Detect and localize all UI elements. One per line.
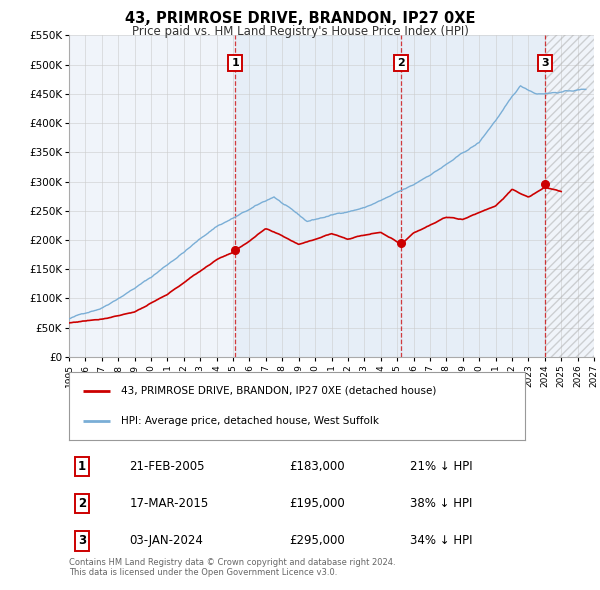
Text: £295,000: £295,000 xyxy=(290,534,345,548)
Text: 03-JAN-2024: 03-JAN-2024 xyxy=(130,534,203,548)
Text: 2: 2 xyxy=(397,58,404,68)
Text: This data is licensed under the Open Government Licence v3.0.: This data is licensed under the Open Gov… xyxy=(69,568,337,576)
Bar xyxy=(401,35,545,357)
Text: 3: 3 xyxy=(541,58,549,68)
Bar xyxy=(235,35,401,357)
Text: Price paid vs. HM Land Registry's House Price Index (HPI): Price paid vs. HM Land Registry's House … xyxy=(131,25,469,38)
Bar xyxy=(545,35,594,357)
Text: 2: 2 xyxy=(78,497,86,510)
Text: 34% ↓ HPI: 34% ↓ HPI xyxy=(410,534,473,548)
Text: 1: 1 xyxy=(78,460,86,473)
Text: 38% ↓ HPI: 38% ↓ HPI xyxy=(410,497,473,510)
Text: £195,000: £195,000 xyxy=(290,497,345,510)
Text: 21% ↓ HPI: 21% ↓ HPI xyxy=(410,460,473,473)
Text: 17-MAR-2015: 17-MAR-2015 xyxy=(130,497,209,510)
Text: 21-FEB-2005: 21-FEB-2005 xyxy=(130,460,205,473)
Bar xyxy=(545,35,594,357)
Text: 43, PRIMROSE DRIVE, BRANDON, IP27 0XE (detached house): 43, PRIMROSE DRIVE, BRANDON, IP27 0XE (d… xyxy=(121,386,437,396)
Text: Contains HM Land Registry data © Crown copyright and database right 2024.: Contains HM Land Registry data © Crown c… xyxy=(69,558,395,566)
Text: HPI: Average price, detached house, West Suffolk: HPI: Average price, detached house, West… xyxy=(121,415,379,425)
Text: 1: 1 xyxy=(232,58,239,68)
Text: £183,000: £183,000 xyxy=(290,460,345,473)
Text: 43, PRIMROSE DRIVE, BRANDON, IP27 0XE: 43, PRIMROSE DRIVE, BRANDON, IP27 0XE xyxy=(125,11,475,25)
Text: 3: 3 xyxy=(78,534,86,548)
